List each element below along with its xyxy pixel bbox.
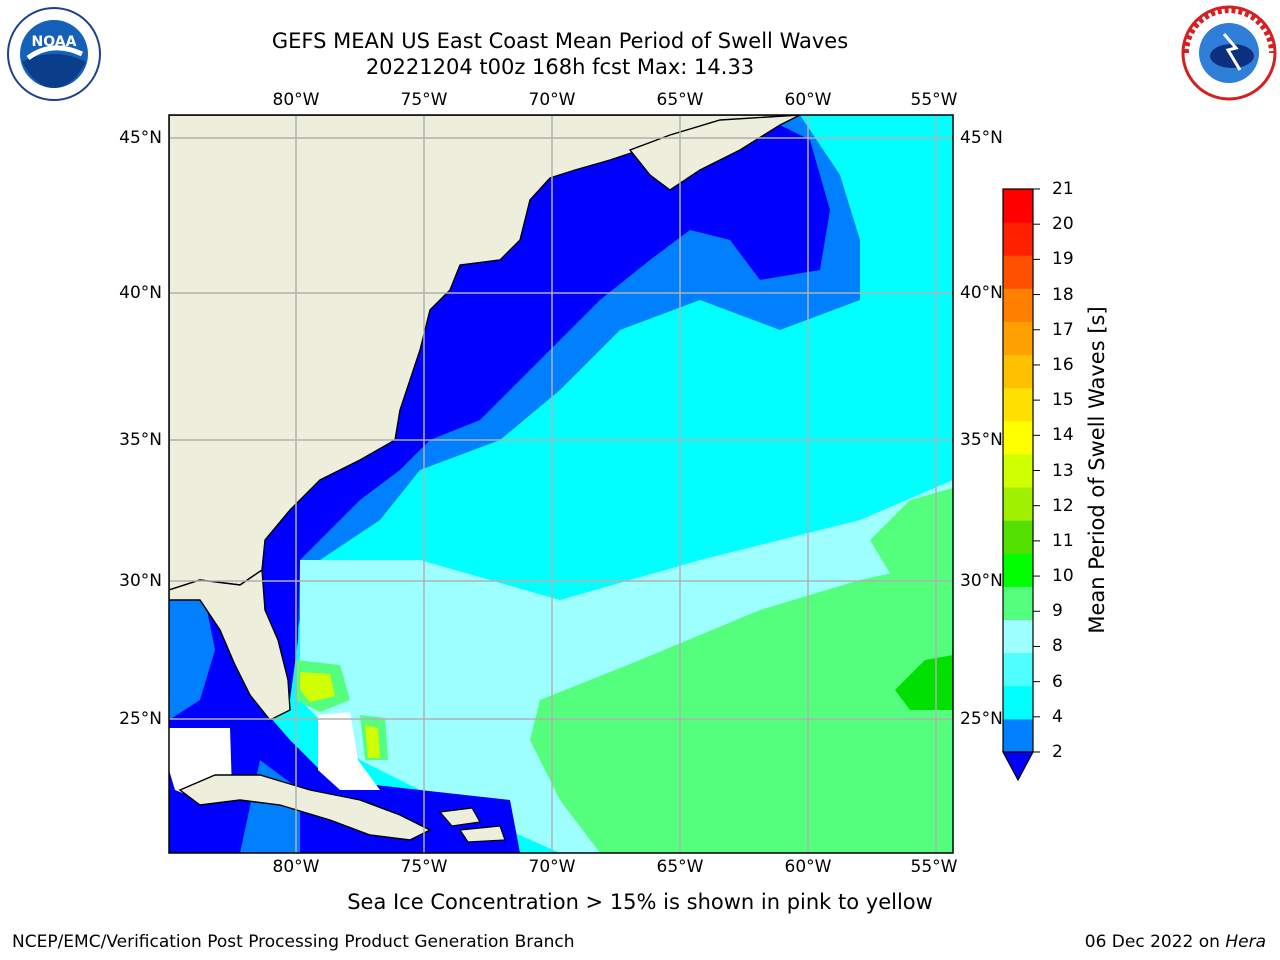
map-gridlines <box>169 115 953 853</box>
colorbar-cell <box>1003 520 1033 554</box>
colorbar-tick-label: 13 <box>1052 460 1074 481</box>
colorbar-cell <box>1003 685 1033 720</box>
colorbar-cell <box>1003 718 1033 753</box>
lon-label-bottom: 65°W <box>656 857 704 877</box>
lon-label-top: 80°W <box>272 90 320 110</box>
colorbar-tick-label: 15 <box>1052 390 1074 411</box>
chart-subtitle: 20221204 t00z 168h fcst Max: 14.33 <box>365 55 755 79</box>
colorbar-tick-label: 20 <box>1052 214 1074 235</box>
colorbar-tick-label: 17 <box>1052 319 1074 340</box>
colorbar-cell <box>1003 288 1033 322</box>
colorbar-label: Mean Period of Swell Waves [s] <box>1085 306 1109 634</box>
land-cuba <box>178 774 432 841</box>
colorbar-tick-label: 11 <box>1052 530 1074 551</box>
colorbar-cell <box>1003 420 1033 455</box>
lat-label-left: 40°N <box>119 283 162 303</box>
colorbar-tick-label: 4 <box>1052 706 1063 727</box>
lat-label-right: 25°N <box>960 709 1003 729</box>
colorbar-tick-label: 16 <box>1052 354 1074 375</box>
colorbar-extend-arrow <box>1001 751 1035 782</box>
lat-label-left: 30°N <box>119 571 162 591</box>
lon-label-bottom: 80°W <box>272 857 320 877</box>
lon-label-bottom: 60°W <box>784 857 832 877</box>
sea-ice-note: Sea Ice Concentration > 15% is shown in … <box>347 890 933 914</box>
colorbar-cell <box>1003 189 1033 223</box>
svg-text:NOAA: NOAA <box>32 34 77 50</box>
lon-label-bottom: 55°W <box>910 857 958 877</box>
colorbar-cell <box>1003 586 1033 621</box>
colorbar-cell <box>1003 387 1033 422</box>
colorbar-tick-label: 12 <box>1052 495 1074 516</box>
lon-label-bottom: 75°W <box>400 857 448 877</box>
colorbar-tick-label: 10 <box>1052 566 1074 587</box>
colorbar-tick-label: 8 <box>1052 636 1063 657</box>
colorbar-cell <box>1003 354 1033 389</box>
lon-label-top: 65°W <box>656 90 704 110</box>
footer-date: 06 Dec 2022 on Hera <box>1084 932 1266 952</box>
lat-label-left: 45°N <box>119 128 162 148</box>
lon-label-top: 75°W <box>400 90 448 110</box>
colorbar-tick-label: 14 <box>1052 425 1074 446</box>
lon-label-bottom: 70°W <box>528 857 576 877</box>
lon-label-top: 70°W <box>528 90 576 110</box>
colorbar-tick-label: 18 <box>1052 284 1074 305</box>
land-florida <box>169 568 291 721</box>
colorbar-cell <box>1003 453 1033 488</box>
colorbar-cell <box>1003 487 1033 521</box>
colorbar-cell <box>1003 652 1033 687</box>
chart-title: GEFS MEAN US East Coast Mean Period of S… <box>271 29 849 53</box>
colorbar-tick-label: 2 <box>1052 742 1063 762</box>
long-period-region <box>530 560 953 853</box>
lon-label-top: 55°W <box>910 90 958 110</box>
lat-label-right: 40°N <box>960 283 1003 303</box>
lat-label-right: 35°N <box>960 430 1003 450</box>
footer-branch: NCEP/EMC/Verification Post Processing Pr… <box>12 932 575 952</box>
colorbar-cell <box>1003 321 1033 356</box>
nws-logo <box>1181 5 1277 101</box>
colorbar-cell <box>1003 553 1033 587</box>
colorbar-cell <box>1003 255 1033 289</box>
map-frame <box>168 114 954 854</box>
colorbar-cell <box>1003 619 1033 654</box>
colorbar-cell <box>1003 222 1033 256</box>
lon-label-top: 60°W <box>784 90 832 110</box>
lat-label-right: 30°N <box>960 571 1003 591</box>
colorbar-tick-label: 6 <box>1052 671 1063 692</box>
colorbar-frame <box>1002 188 1034 753</box>
lat-label-left: 25°N <box>119 709 162 729</box>
footer-host: Hera <box>1225 932 1266 952</box>
lat-label-right: 45°N <box>960 128 1003 148</box>
noaa-logo: NOAA <box>7 7 101 101</box>
colorbar-tick-label: 19 <box>1052 249 1074 270</box>
colorbar-tick-label: 21 <box>1052 179 1074 199</box>
colorbar-tick-label: 9 <box>1052 601 1063 622</box>
lat-label-left: 35°N <box>119 430 162 450</box>
